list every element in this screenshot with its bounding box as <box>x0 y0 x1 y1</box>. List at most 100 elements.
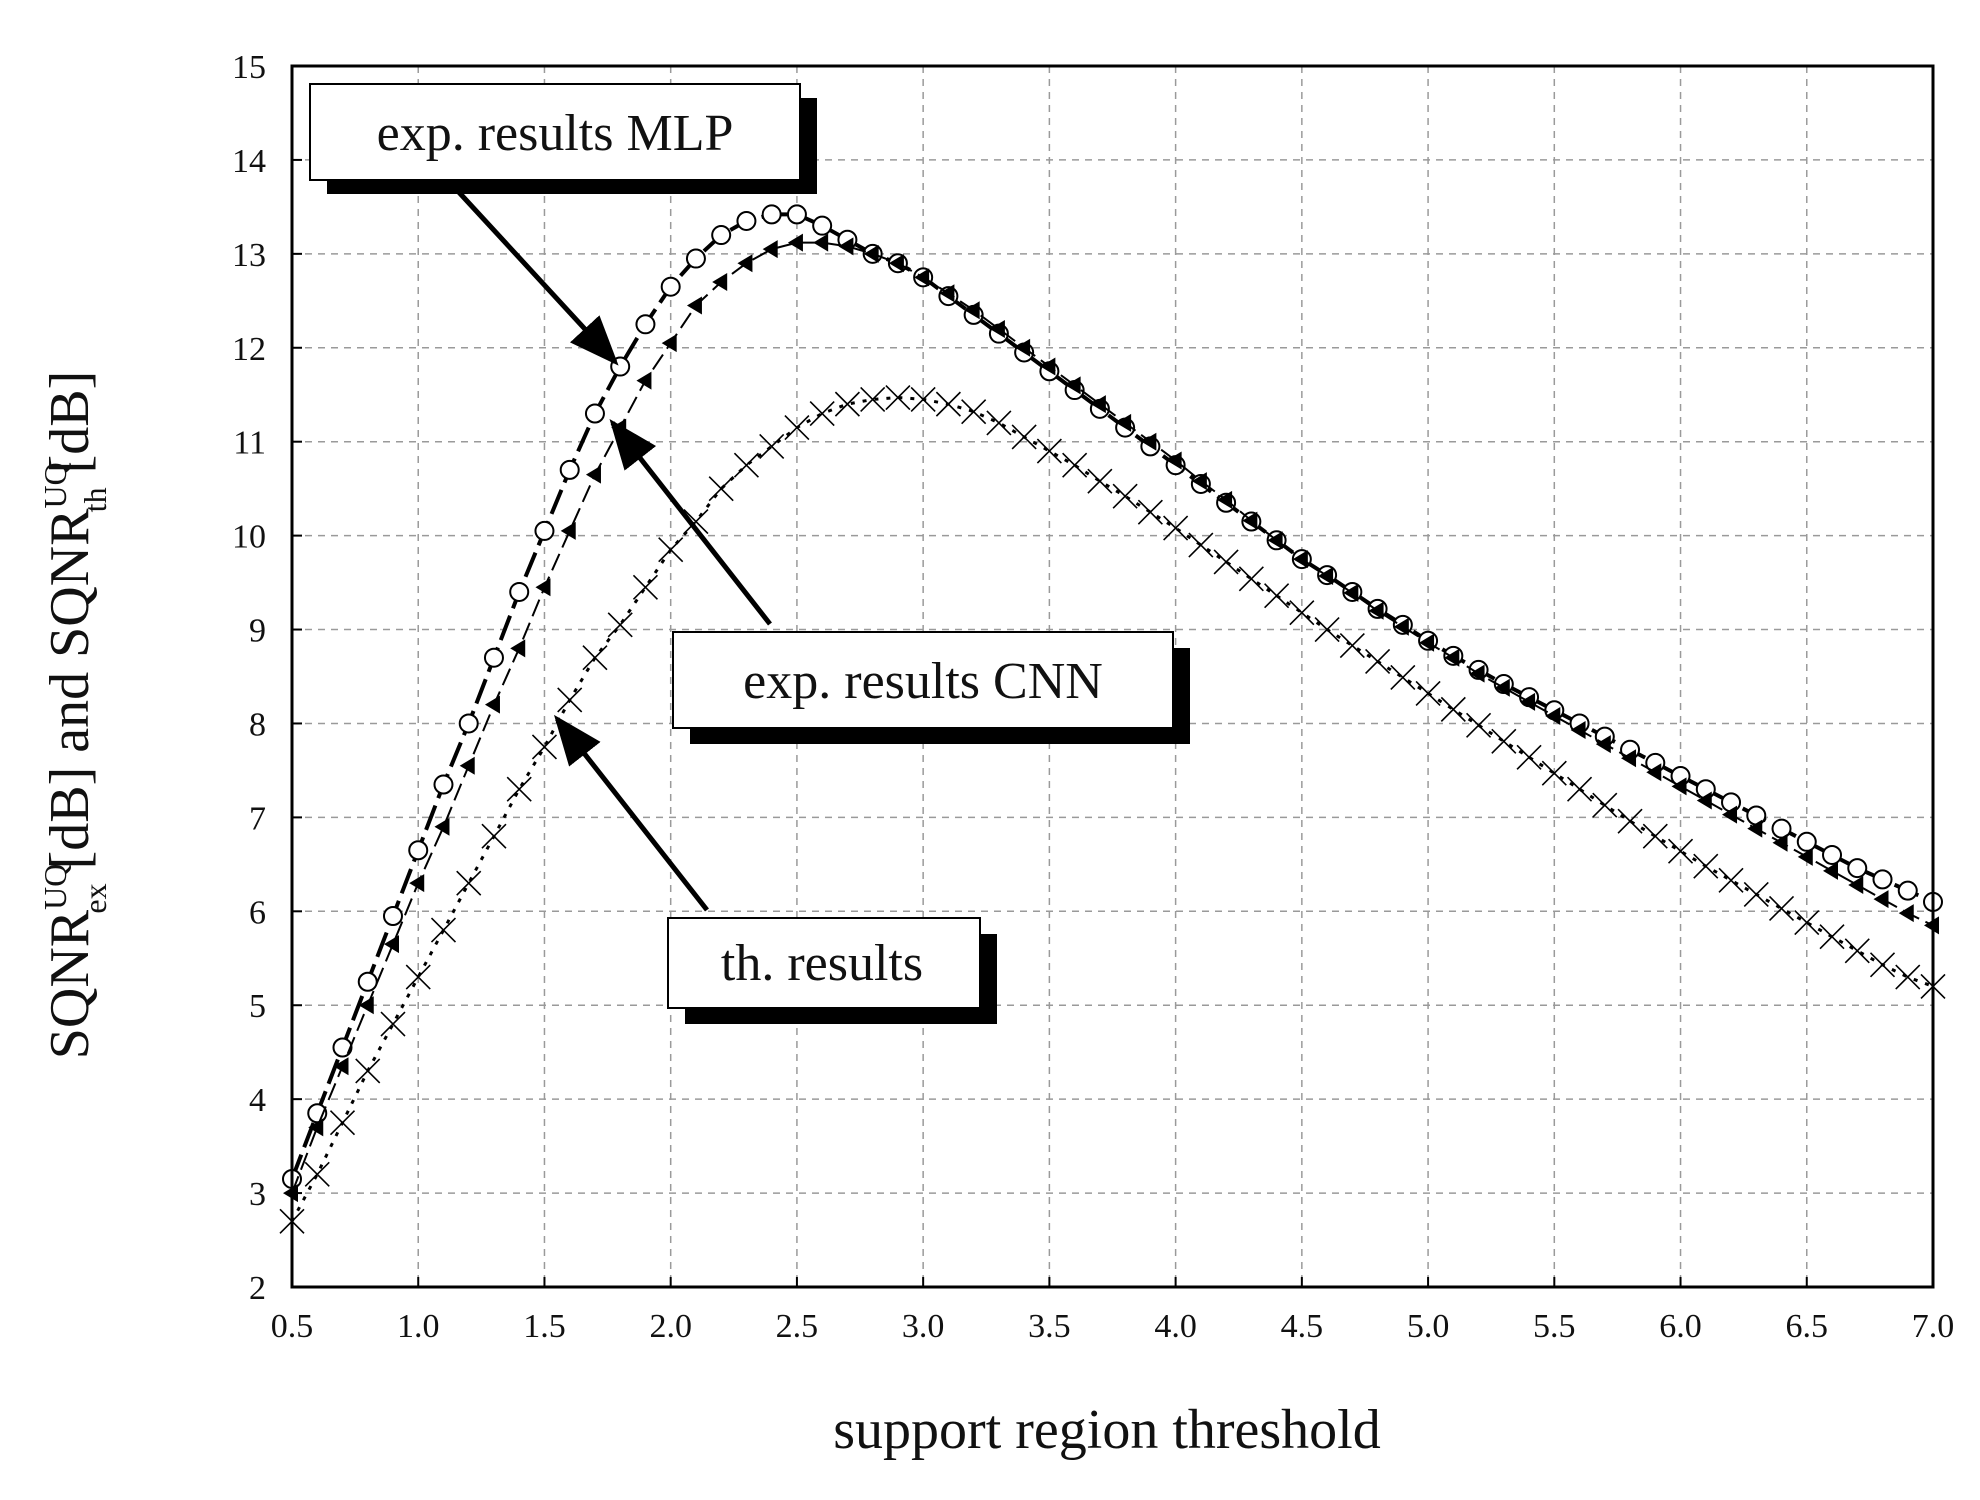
x-tick-label: 3.5 <box>1028 1308 1071 1345</box>
data-point <box>635 314 656 335</box>
x-tick-label: 1.5 <box>523 1308 566 1345</box>
data-point <box>809 400 835 427</box>
callout-th: th. results <box>554 714 997 1024</box>
data-point <box>308 1118 324 1137</box>
data-point <box>863 244 879 263</box>
data-point <box>636 371 652 390</box>
data-point <box>1592 792 1618 818</box>
data-point <box>1011 424 1037 450</box>
data-point <box>888 254 904 273</box>
data-point <box>1238 566 1264 592</box>
y-tick-label: 5 <box>249 988 266 1025</box>
data-point <box>458 713 479 734</box>
x-tick-label: 7.0 <box>1912 1308 1955 1345</box>
data-point <box>1844 938 1870 964</box>
data-point <box>1848 876 1864 895</box>
series-layer <box>279 204 1946 1234</box>
data-point <box>1617 808 1643 834</box>
data-point <box>1545 706 1561 725</box>
x-tick-label: 2.0 <box>649 1308 692 1345</box>
data-point <box>1693 853 1719 879</box>
data-point <box>1393 617 1409 636</box>
data-point <box>660 276 681 297</box>
y-tick-label: 8 <box>249 706 266 743</box>
data-point <box>761 204 782 225</box>
data-point <box>1267 531 1283 550</box>
data-point <box>812 215 833 236</box>
data-point <box>786 204 807 225</box>
x-axis-label: support region threshold <box>833 1399 1380 1461</box>
y-label-sub-1: ex <box>77 883 113 913</box>
callout-th-arrow <box>554 714 709 912</box>
data-point <box>535 578 551 597</box>
series-th-results <box>279 384 1946 1234</box>
y-axis-label: SQNRUQ ex [dB] and SQNRUQ th [dB] <box>37 371 113 1059</box>
y-tick-label: 4 <box>249 1082 266 1119</box>
data-point <box>1440 696 1466 722</box>
data-point <box>408 840 429 861</box>
data-point <box>1065 376 1081 395</box>
data-point <box>961 399 987 425</box>
callout-cnn: exp. results CNN <box>609 418 1190 744</box>
data-point <box>329 1110 356 1136</box>
data-point <box>1491 728 1517 754</box>
y-tick-label: 14 <box>232 143 266 180</box>
x-tick-label: 2.5 <box>776 1308 819 1345</box>
data-point <box>910 386 936 412</box>
data-point <box>1217 490 1233 509</box>
x-tick-label: 6.0 <box>1659 1308 1702 1345</box>
data-point <box>1822 844 1843 865</box>
data-point <box>1796 831 1817 852</box>
data-point <box>1339 632 1365 659</box>
data-point <box>483 647 504 668</box>
y-label-sqnr-1: SQNR <box>39 909 101 1059</box>
data-point <box>935 391 961 417</box>
x-tick-label: 3.0 <box>902 1308 945 1345</box>
y-tick-label: 12 <box>232 331 266 368</box>
data-point <box>658 537 684 563</box>
data-point <box>559 459 580 480</box>
callout-mlp-text: exp. results MLP <box>377 105 734 162</box>
x-tick-label: 4.5 <box>1281 1308 1324 1345</box>
data-point <box>456 870 482 896</box>
callout-th-text: th. results <box>721 935 923 992</box>
data-point <box>481 823 507 849</box>
data-point <box>557 687 583 713</box>
data-point <box>1696 791 1712 810</box>
data-point <box>1390 664 1416 691</box>
data-point <box>1466 712 1492 738</box>
callout-cnn-text: exp. results CNN <box>743 653 1103 710</box>
x-tick-label: 5.5 <box>1533 1308 1576 1345</box>
callout-mlp-arrow <box>453 186 619 366</box>
data-point <box>1520 692 1536 711</box>
data-point <box>434 817 450 836</box>
data-point <box>584 403 605 424</box>
data-point <box>534 520 555 541</box>
data-point <box>380 1011 406 1037</box>
data-point <box>585 465 601 484</box>
data-point <box>332 1037 353 1058</box>
data-point <box>304 1161 330 1187</box>
data-point <box>737 254 753 273</box>
plot-frame <box>290 64 1935 1289</box>
y-label-sqnr-2: SQNR <box>39 508 101 658</box>
data-point <box>531 734 558 760</box>
data-point <box>1566 776 1593 802</box>
y-tick-label: 13 <box>232 237 266 274</box>
data-point <box>1873 890 1889 909</box>
data-point <box>1747 819 1763 838</box>
data-point <box>1621 749 1637 768</box>
data-point <box>510 639 526 658</box>
data-point <box>736 210 757 231</box>
data-point <box>1141 432 1157 451</box>
data-point <box>834 391 860 417</box>
data-point <box>383 935 399 954</box>
data-point <box>1163 515 1189 541</box>
data-point <box>1819 924 1845 950</box>
data-point <box>405 964 431 990</box>
series-line <box>291 241 1934 1194</box>
data-point <box>1242 511 1258 530</box>
data-point <box>1365 648 1391 675</box>
